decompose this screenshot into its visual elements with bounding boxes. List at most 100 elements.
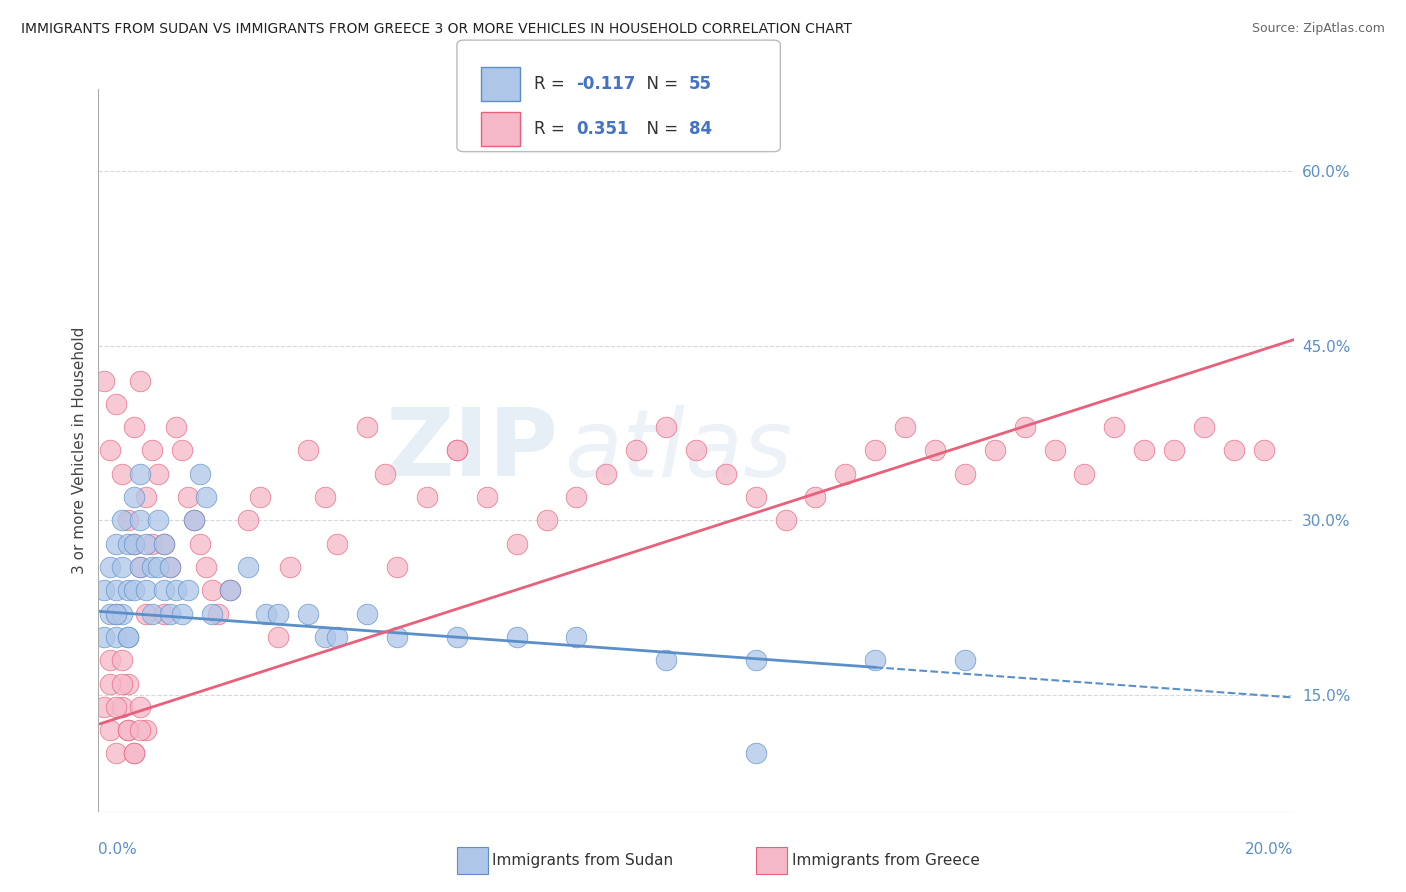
Text: atlas: atlas (565, 405, 793, 496)
Point (159, 607, 181, 621)
Point (356, 607, 378, 621)
Point (105, 747, 128, 761)
Point (1043, 443, 1066, 458)
Point (356, 420, 378, 434)
Point (111, 467, 134, 481)
Point (111, 653, 134, 667)
Point (117, 723, 139, 738)
Point (111, 560, 134, 574)
Point (315, 630, 337, 644)
Point (865, 443, 887, 458)
Point (105, 583, 128, 598)
Point (195, 490, 218, 504)
Point (98, 443, 122, 458)
Point (117, 630, 139, 644)
Point (953, 653, 976, 667)
Point (153, 583, 176, 598)
Point (984, 443, 1007, 458)
Point (111, 676, 134, 690)
Point (685, 443, 707, 458)
Point (506, 537, 529, 551)
Point (141, 537, 163, 551)
Point (105, 699, 128, 714)
Point (172, 443, 194, 458)
Point (207, 607, 229, 621)
Point (129, 374, 152, 388)
Point (111, 699, 134, 714)
Point (1104, 420, 1126, 434)
Text: Source: ZipAtlas.com: Source: ZipAtlas.com (1251, 22, 1385, 36)
Point (148, 513, 170, 527)
Point (159, 560, 181, 574)
Point (117, 723, 139, 738)
Point (129, 513, 152, 527)
Point (135, 537, 157, 551)
Point (117, 676, 139, 690)
Point (93, 583, 115, 598)
Point (124, 747, 146, 761)
Point (98, 676, 122, 690)
Point (117, 537, 139, 551)
Text: 20.0%: 20.0% (1246, 842, 1294, 857)
Point (326, 630, 349, 644)
Point (655, 420, 678, 434)
Point (124, 537, 146, 551)
Text: R =: R = (534, 120, 571, 137)
Point (326, 537, 349, 551)
Point (177, 490, 200, 504)
Point (105, 607, 128, 621)
Text: -0.117: -0.117 (576, 75, 636, 93)
Point (446, 443, 468, 458)
Point (565, 490, 588, 504)
Point (254, 607, 277, 621)
Point (141, 607, 163, 621)
Point (1073, 467, 1095, 481)
Point (135, 723, 157, 738)
Point (117, 630, 139, 644)
Point (1133, 443, 1156, 458)
Point (745, 653, 768, 667)
Text: IMMIGRANTS FROM SUDAN VS IMMIGRANTS FROM GREECE 3 OR MORE VEHICLES IN HOUSEHOLD : IMMIGRANTS FROM SUDAN VS IMMIGRANTS FROM… (21, 22, 852, 37)
Point (201, 607, 224, 621)
Point (117, 583, 139, 598)
Point (297, 443, 319, 458)
Point (98, 560, 122, 574)
Point (865, 653, 887, 667)
Point (129, 560, 152, 574)
Point (315, 490, 337, 504)
Point (117, 513, 139, 527)
Point (446, 443, 468, 458)
Point (105, 397, 128, 411)
Point (195, 560, 218, 574)
Point (172, 607, 194, 621)
Text: N =: N = (636, 120, 683, 137)
Point (124, 537, 146, 551)
Point (129, 467, 152, 481)
Point (159, 560, 181, 574)
Point (98, 723, 122, 738)
Text: Immigrants from Sudan: Immigrants from Sudan (492, 854, 673, 868)
Point (416, 490, 439, 504)
Point (1253, 443, 1275, 458)
Point (267, 630, 290, 644)
Point (124, 420, 146, 434)
Text: 0.351: 0.351 (576, 120, 628, 137)
Point (626, 443, 648, 458)
Point (267, 607, 290, 621)
Text: N =: N = (636, 75, 683, 93)
Point (135, 583, 157, 598)
Point (148, 560, 170, 574)
Point (714, 467, 737, 481)
Point (278, 560, 301, 574)
Point (1163, 443, 1185, 458)
Point (93, 699, 115, 714)
Text: 0.0%: 0.0% (98, 842, 138, 857)
Text: R =: R = (534, 75, 571, 93)
Point (745, 490, 768, 504)
Point (745, 747, 768, 761)
Point (834, 467, 856, 481)
Text: Immigrants from Greece: Immigrants from Greece (792, 854, 980, 868)
Point (165, 420, 187, 434)
Point (129, 723, 152, 738)
Point (219, 583, 242, 598)
